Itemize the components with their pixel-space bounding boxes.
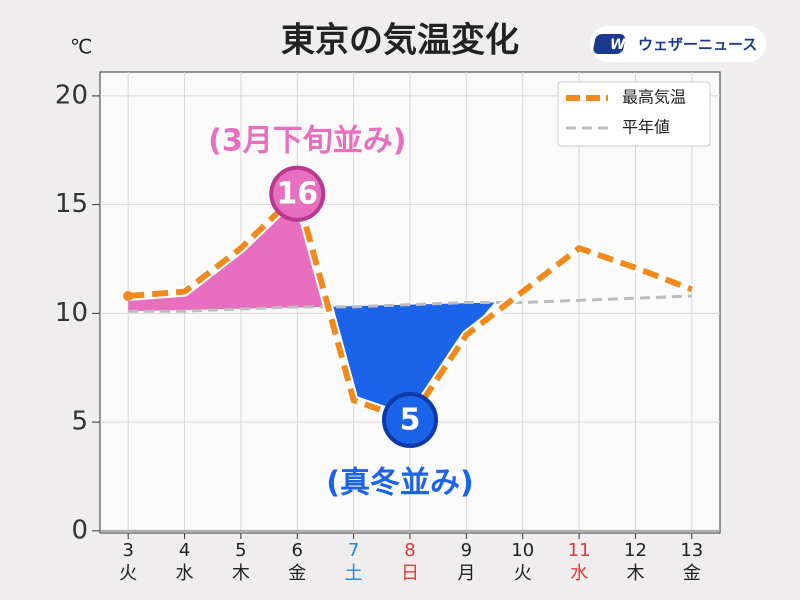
x-tick-label: 13 bbox=[680, 540, 703, 561]
weekday-label: 火 bbox=[119, 563, 137, 584]
max-temp-line bbox=[127, 188, 693, 424]
x-tick-label: 3 bbox=[122, 540, 133, 561]
anomaly-area bbox=[128, 193, 326, 312]
chart-title: 東京の気温変化 bbox=[281, 21, 519, 61]
anomaly-area bbox=[325, 302, 495, 420]
normal-line bbox=[128, 294, 692, 313]
y-tick-label: 10 bbox=[55, 298, 88, 328]
value-label: 16 bbox=[276, 176, 318, 211]
y-tick-label: 20 bbox=[55, 80, 88, 110]
weekday-label: 土 bbox=[345, 563, 363, 584]
brand-logo bbox=[593, 34, 626, 54]
unit-label: ℃ bbox=[70, 35, 92, 59]
value-label: 5 bbox=[400, 402, 421, 437]
x-tick-label: 9 bbox=[461, 540, 472, 561]
legend-label: 最高気温 bbox=[622, 88, 686, 107]
brand-name: ウェザーニュース bbox=[638, 36, 757, 54]
weekday-label: 日 bbox=[401, 563, 419, 584]
weekday-label: 月 bbox=[457, 563, 475, 584]
value-badge bbox=[269, 165, 326, 222]
brand-badge bbox=[590, 26, 766, 62]
fills bbox=[128, 193, 495, 420]
weekday-label: 木 bbox=[626, 563, 644, 584]
value-badge bbox=[382, 391, 438, 448]
weekday-label: 金 bbox=[288, 563, 306, 584]
x-tick-label: 5 bbox=[235, 540, 246, 561]
y-tick-label: 15 bbox=[55, 189, 88, 219]
brand-mark: WN bbox=[610, 37, 637, 53]
x-tick-label: 7 bbox=[348, 540, 359, 561]
weekday-label: 金 bbox=[683, 563, 701, 584]
weekday-label: 水 bbox=[176, 563, 194, 584]
y-tick-label: 5 bbox=[71, 407, 88, 437]
y-tick-label: 0 bbox=[71, 515, 88, 545]
annotation: (真冬並み) bbox=[326, 466, 473, 501]
annotation: (3月下旬並み) bbox=[208, 124, 406, 159]
start-point bbox=[123, 290, 134, 301]
legend-label: 平年値 bbox=[622, 118, 670, 137]
x-tick-label: 4 bbox=[179, 540, 190, 561]
weekday-label: 木 bbox=[232, 563, 250, 584]
weekday-label: 火 bbox=[514, 563, 532, 584]
x-tick-label: 12 bbox=[624, 540, 647, 561]
x-tick-label: 8 bbox=[404, 540, 415, 561]
x-tick-label: 10 bbox=[511, 540, 534, 561]
x-tick-label: 11 bbox=[568, 540, 591, 561]
x-tick-label: 6 bbox=[292, 540, 303, 561]
weekday-label: 水 bbox=[570, 563, 588, 584]
